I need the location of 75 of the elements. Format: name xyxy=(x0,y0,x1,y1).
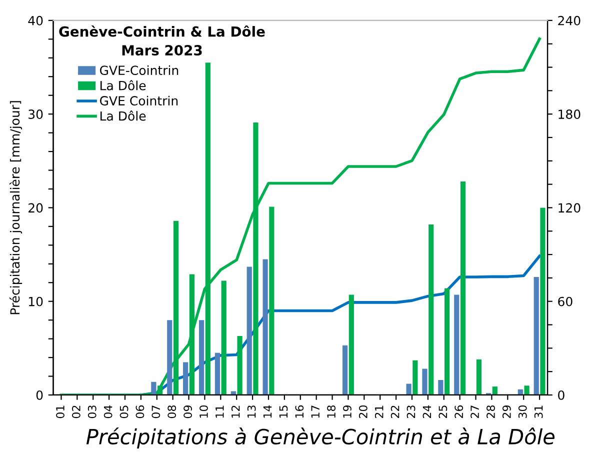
bar xyxy=(412,360,418,395)
bar xyxy=(444,288,450,395)
y2-tick-label: 240 xyxy=(558,16,580,26)
y2-tick-label: 0 xyxy=(558,390,564,400)
bar xyxy=(476,359,482,395)
y-tick-label: 40 xyxy=(28,16,43,26)
bar xyxy=(534,276,539,395)
x-tick-label: 29 xyxy=(502,405,511,418)
line-series xyxy=(60,37,541,395)
x-tick-label: 12 xyxy=(231,406,240,418)
x-tick-label: 25 xyxy=(438,406,448,418)
x-tick-label: 18 xyxy=(327,405,336,418)
bar xyxy=(422,368,428,395)
bar xyxy=(454,294,460,395)
x-tick-label: 07 xyxy=(152,406,160,418)
bar xyxy=(524,386,530,395)
x-tick-label: 24 xyxy=(422,405,432,418)
x-tick-label: 01 xyxy=(56,406,64,418)
bar xyxy=(167,320,172,395)
y-axis-title: Précipitation journalière [mm/jour] xyxy=(9,101,22,314)
x-tick-label: 11 xyxy=(216,406,224,418)
text: Genève-Cointrin & La Dôle Mars 2023 xyxy=(59,25,265,56)
bar xyxy=(221,280,226,395)
x-tick-label: 03 xyxy=(88,406,96,418)
bar xyxy=(540,208,546,395)
x-tick-label: 04 xyxy=(104,405,112,418)
y2-tick-label: 60 xyxy=(558,296,572,306)
y-tick-label: 30 xyxy=(28,110,43,119)
bar xyxy=(262,259,268,395)
x-tick-label: 23 xyxy=(406,406,416,418)
bar xyxy=(428,224,434,395)
bar xyxy=(183,362,188,395)
x-tick-label: 10 xyxy=(200,405,208,418)
bar xyxy=(460,181,466,395)
x-tick-label: 28 xyxy=(486,405,495,418)
x-tick-label: 26 xyxy=(454,405,464,418)
legend-label: GVE Cointrin xyxy=(100,96,178,106)
x-tick-label: 02 xyxy=(72,406,80,418)
bar xyxy=(198,320,204,395)
x-tick-label: 31 xyxy=(534,406,543,418)
legend-label: La Dôle xyxy=(100,80,146,90)
text: Précipitations à Genève-Cointrin et à La Dôle xyxy=(86,428,555,449)
x-tick-label: 27 xyxy=(470,406,479,418)
y2-tick-label: 180 xyxy=(558,110,580,119)
y2-tick-label: 120 xyxy=(558,203,580,213)
bar xyxy=(342,345,348,395)
x-tick-label: 05 xyxy=(120,406,128,418)
bar xyxy=(214,352,220,395)
y-tick-label: 20 xyxy=(28,203,43,213)
y-tick-label: 10 xyxy=(28,296,43,306)
bar xyxy=(246,266,252,395)
bar xyxy=(348,294,354,395)
legend-label: GVE-Cointrin xyxy=(100,65,178,76)
x-tick-label: 09 xyxy=(184,405,192,418)
bar xyxy=(492,386,498,395)
x-tick-label: 14 xyxy=(263,405,272,418)
x-tick-label: 16 xyxy=(295,405,304,418)
bar xyxy=(230,391,236,395)
y-tick-label: 0 xyxy=(36,390,43,400)
bar xyxy=(151,382,156,395)
x-tick-label: 15 xyxy=(279,406,288,418)
x-tick-label: 13 xyxy=(247,406,256,418)
bar xyxy=(269,206,274,395)
bar xyxy=(438,380,444,395)
legend-label: La Dôle xyxy=(100,110,146,121)
x-tick-label: 21 xyxy=(374,406,384,418)
x-tick-label: 30 xyxy=(518,405,527,418)
x-tick-label: 19 xyxy=(343,405,352,418)
bar xyxy=(406,384,412,395)
x-tick-label: 08 xyxy=(168,405,176,418)
x-tick-label: 20 xyxy=(358,405,368,418)
x-tick-label: 17 xyxy=(311,406,320,418)
bar xyxy=(237,336,242,395)
x-tick-label: 06 xyxy=(136,405,144,418)
x-tick-label: 22 xyxy=(390,406,400,418)
